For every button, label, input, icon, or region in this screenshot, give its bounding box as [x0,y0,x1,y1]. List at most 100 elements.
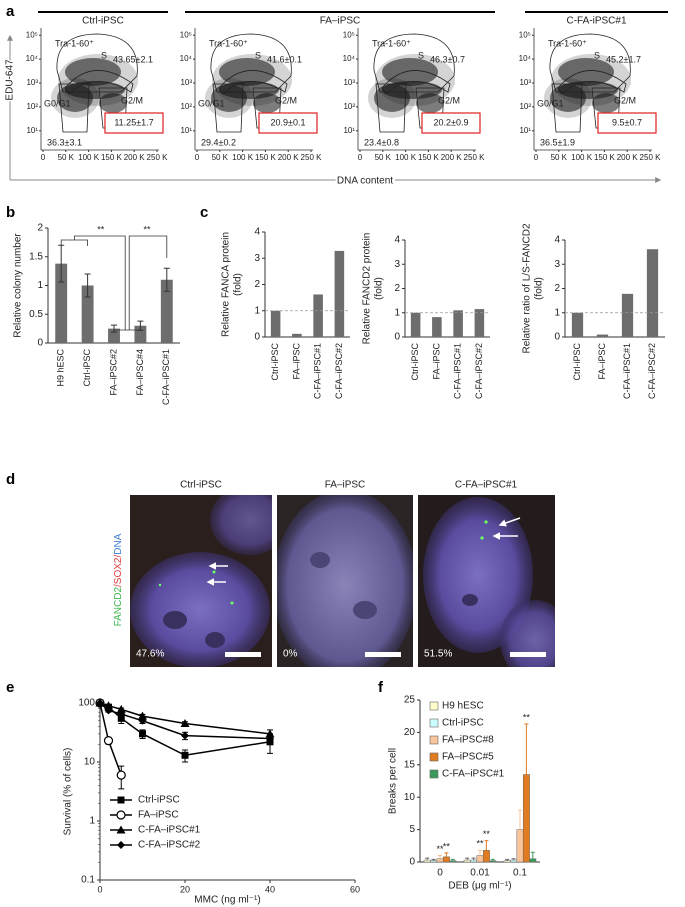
image-percent: 0% [283,649,298,660]
x-tick-label: 0.01 [470,868,490,879]
bar [270,310,281,337]
legend-label: FA–iPSC [138,810,179,821]
density-halo [551,54,631,106]
gate-label: G0/G1 [198,98,225,108]
y-tick-label: 10³ [180,78,192,87]
marker [180,718,190,727]
highlight-box [258,112,318,134]
x-tick-label: 100 K [571,153,593,162]
error-bar [505,858,510,861]
density-blob [382,58,438,86]
significance: ** [483,829,491,839]
image-percent: 47.6% [136,649,164,660]
panel-letter: d [6,471,15,488]
marker [138,711,147,720]
y-tick-label: 0 [554,332,560,343]
marker [181,731,189,740]
gate-label: S [101,50,107,60]
x-tick-label: 100 K [232,153,254,162]
bar [292,333,302,337]
bar [410,312,421,337]
y-tick-label: 4 [254,227,260,238]
bar [470,859,478,863]
y-tick-label: 10⁴ [343,54,356,63]
gate-label: Tra-1-60⁺ [55,38,94,48]
y-tick-label: 3 [554,259,560,270]
error-bar [111,324,117,333]
bar [489,860,497,863]
y-tick-label: 3 [254,253,260,264]
legend-label: Ctrl-iPSC [442,718,484,729]
bar [108,328,120,343]
x-tick-label: 200 K [124,153,146,162]
image-title: FA–iPSC [325,480,366,491]
gate-label: 11.25±1.7 [114,117,153,127]
marker [138,716,147,725]
legend-swatch [429,752,439,762]
legend-swatch [429,735,439,745]
error-bar [471,857,476,861]
marker [117,796,125,804]
density-halo [375,54,455,106]
gate-label: G2/M [438,95,460,105]
gate-label: G2/M [614,95,636,105]
gate-label: 36.5±1.9 [540,137,575,147]
marker [116,770,126,780]
y-tick-label: 4 [554,235,560,246]
x-tick-label: C-FA–iPSC#2 [334,343,344,399]
y-tick-label: 10² [343,102,355,111]
bar [621,293,634,337]
gate [56,33,138,93]
y-tick-label: 0 [37,338,43,349]
density-halo [212,54,292,106]
gate [551,83,583,133]
gate-label: 46.3±0.7 [430,54,465,64]
x-tick-label: 0 [97,884,102,894]
panel-letter: c [200,204,208,221]
x-tick-label: FA–iPSC#2 [108,349,118,396]
gate-label: G0/G1 [537,98,564,108]
legend-label: FA–iPSC#5 [442,752,494,763]
legend-label: FA–iPSC#8 [442,735,494,746]
x-tick-label: 250 K [464,153,486,162]
gate [375,83,407,133]
y-tick-label: 1 [37,280,43,291]
series-line [99,702,271,735]
bar [596,334,609,337]
y-tick-label: 10² [26,102,38,111]
highlight-box [597,112,657,134]
y-tick-label: 0 [409,857,415,868]
y-tick-label: 2 [394,283,400,294]
gate-label: S [418,50,424,60]
marker [104,701,113,710]
y-tick-label: 10⁴ [519,54,532,63]
density-blob [219,58,275,86]
y-tick-label: 5 [409,824,415,835]
x-tick-label: 250 K [147,153,169,162]
panel-letter: b [6,204,15,221]
group-title: Ctrl-iPSC [82,16,124,27]
x-tick-label: 150 K [418,153,440,162]
marker [116,810,126,820]
gate [373,33,455,93]
bar [453,310,463,337]
y-tick-label: 10¹ [26,126,38,135]
x-axis-label: DEB (μg ml⁻¹) [448,881,511,892]
significance: ** [97,224,105,234]
marker [117,714,125,722]
gate [58,83,90,133]
marker [139,730,146,738]
x-tick-label: C-FA–iPSC#2 [647,343,657,399]
bar [81,285,94,343]
y-tick-label: 10³ [26,78,38,87]
gate-label: 29.4±0.2 [201,137,236,147]
legend-label: Ctrl-iPSC [138,795,180,806]
panel-letter: e [6,679,14,696]
error-bar [163,267,170,292]
bar [463,859,471,863]
x-tick-label: 250 K [640,153,662,162]
x-tick-label: C-FA–iPSC#2 [474,343,484,399]
error-bar [425,857,430,861]
x-tick-label: 150 K [594,153,616,162]
y-tick-label: 0.5 [29,309,43,320]
